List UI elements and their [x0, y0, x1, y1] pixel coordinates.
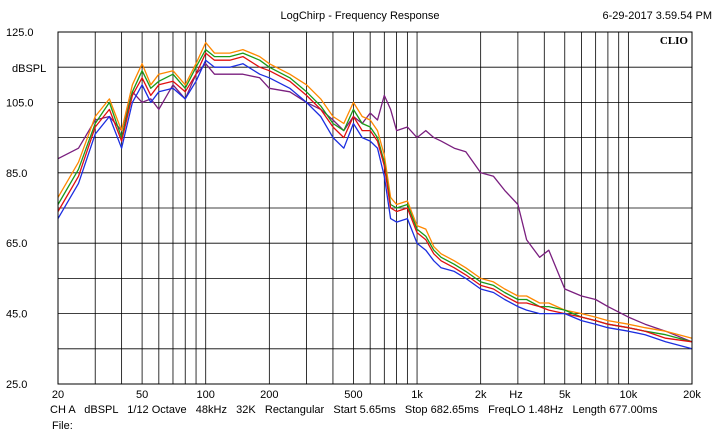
x-tick-label: 500: [344, 389, 362, 400]
x-tick-label: 100: [197, 389, 215, 400]
y-tick-label: 45.0: [6, 309, 27, 321]
y-tick-label: 65.0: [6, 238, 27, 250]
status-unit: dBSPL: [84, 404, 119, 416]
series-line-1: [57, 63, 693, 343]
x-tick-label: 20k: [683, 389, 701, 400]
x-tick-label: 1k: [411, 389, 423, 400]
series-line-3: [57, 48, 693, 343]
status-freqlo: FreqLO 1.48Hz: [488, 404, 564, 416]
series-group: [57, 41, 693, 350]
x-axis: 20 50 100 200 500 1k 2k 5k 10k 20k Hz: [52, 389, 701, 400]
status-size: 32K: [236, 404, 256, 416]
grid: [57, 32, 693, 384]
timestamp: 6-29-2017 3.59.54 PM: [602, 10, 712, 22]
y-tick-label: 105.0: [6, 97, 34, 109]
chart-title: LogChirp - Frequency Response: [280, 10, 440, 22]
status-window: Rectangular: [264, 404, 325, 416]
y-tick-label: 25.0: [6, 379, 27, 391]
status-smoothing: 1/12 Octave: [127, 404, 187, 416]
y-tick-label: 125.0: [6, 27, 34, 39]
x-tick-label: 20: [52, 389, 64, 400]
x-tick-label: 50: [136, 389, 148, 400]
x-tick-label: 5k: [559, 389, 571, 400]
x-axis-label: Hz: [509, 389, 522, 400]
series-line-2: [57, 41, 693, 339]
plot-frame: [57, 31, 693, 385]
status-sample-rate: 48kHz: [195, 404, 227, 416]
brand-logo-text: CLIO: [660, 35, 689, 47]
series-line-4: [57, 52, 693, 343]
y-axis: 125.0 105.0 85.0 65.0 45.0 25.0: [6, 27, 34, 391]
file-label: File:: [52, 420, 73, 432]
x-tick-label: 2k: [475, 389, 487, 400]
status-line: CH A dBSPL 1/12 Octave 48kHz 32K Rectang…: [50, 404, 657, 416]
frequency-response-chart: 125.0 105.0 85.0 65.0 45.0 25.0 20 50 100 200 500…: [6, 27, 701, 400]
x-tick-label: 200: [260, 389, 278, 400]
status-length: Length 677.00ms: [572, 404, 658, 416]
status-start: Start 5.65ms: [333, 404, 396, 416]
y-tick-label: 85.0: [6, 168, 27, 180]
series-line-5: [57, 59, 693, 350]
status-channel: CH A: [50, 404, 76, 416]
y-axis-label: dBSPL: [12, 63, 46, 75]
status-stop: Stop 682.65ms: [404, 404, 479, 416]
x-tick-label: 10k: [620, 389, 638, 400]
